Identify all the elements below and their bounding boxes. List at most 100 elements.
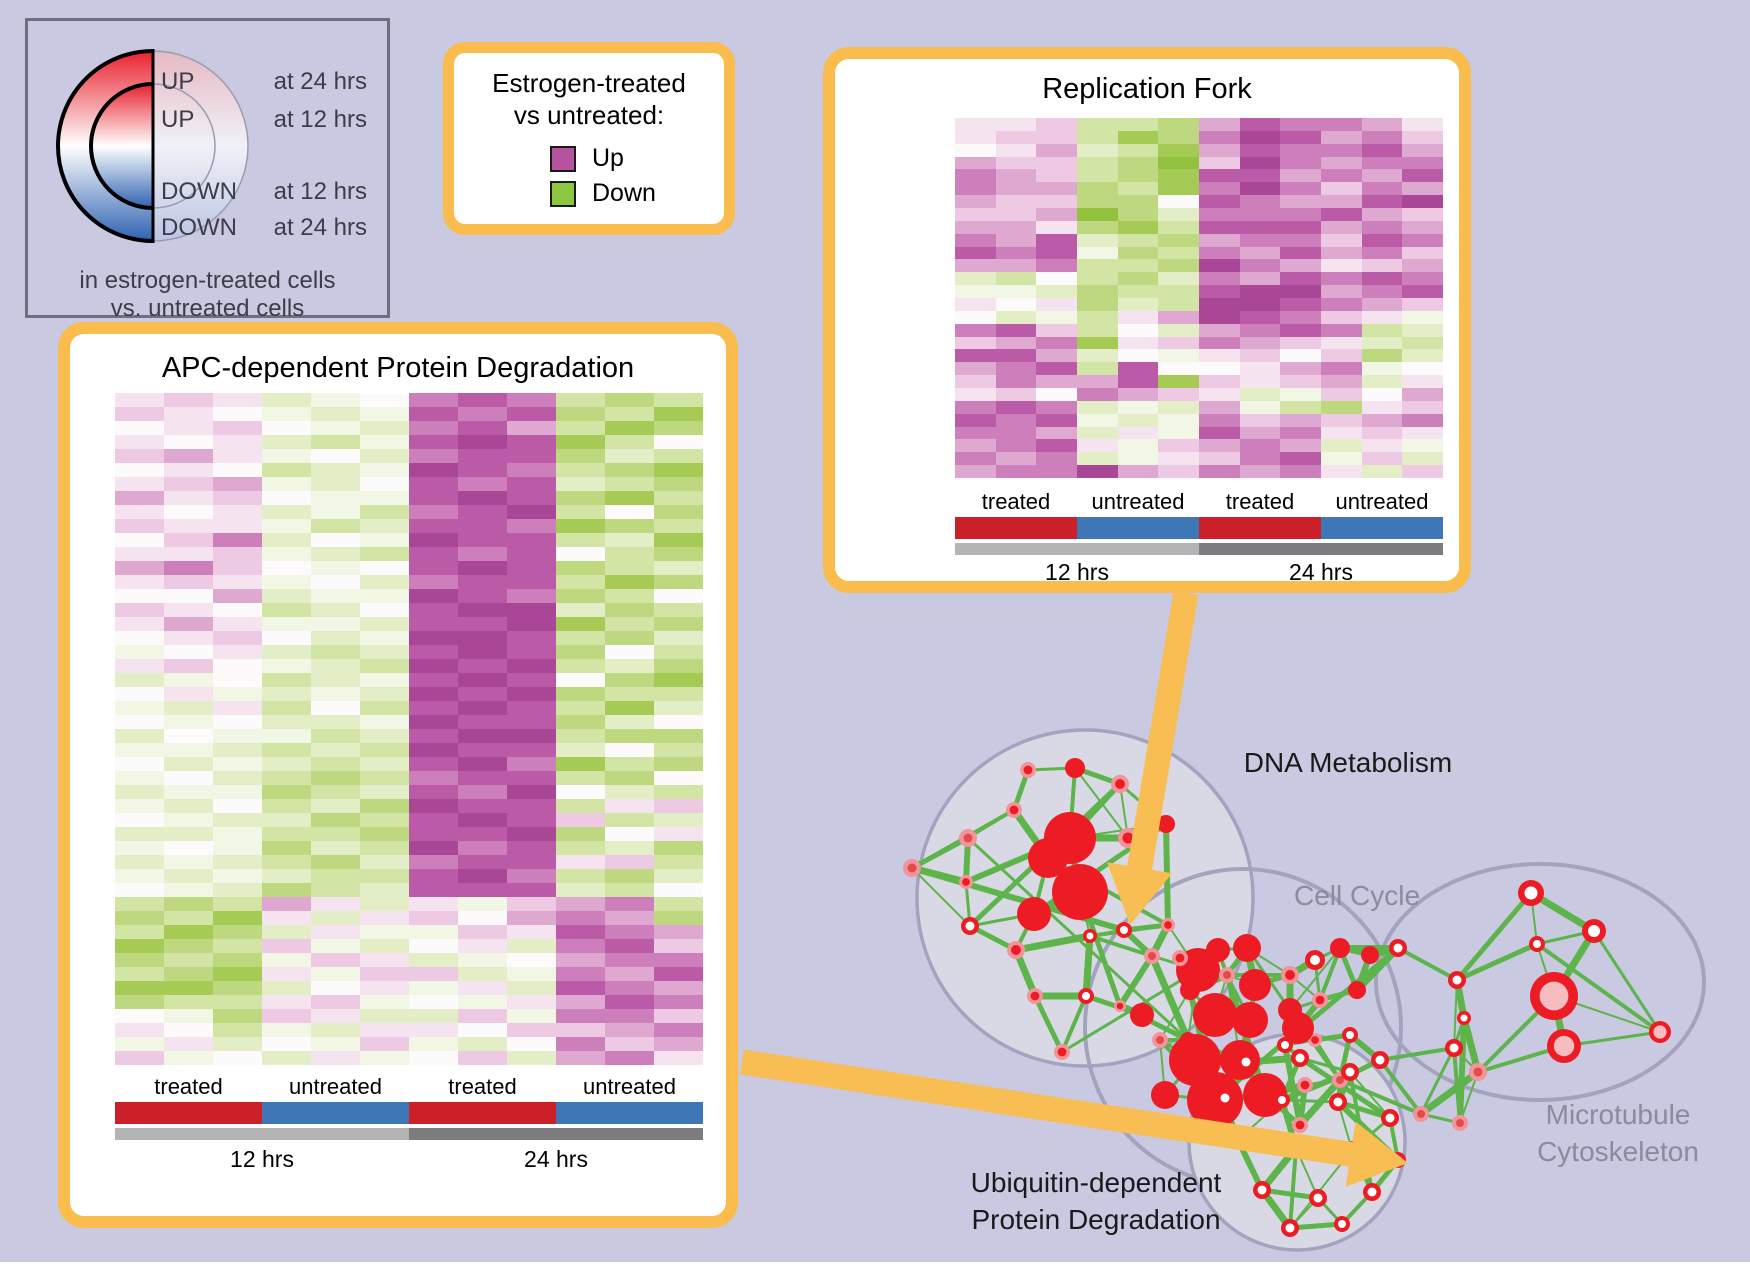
heatmap-cell [995,465,1037,478]
heatmap-cell [1361,349,1403,363]
legend-item-up: Up [550,141,724,176]
heatmap-cell [1036,285,1077,298]
network-node-mt [1524,886,1538,900]
heatmap-cell [115,393,164,407]
heatmap-cell [556,897,605,911]
heatmap-cell [311,1051,360,1065]
heatmap-cell [1321,118,1362,131]
label-12hrs: 12 hrs [230,1146,294,1172]
heatmap-cell [654,687,703,701]
heatmap-cell [409,729,458,743]
heatmap-cell [507,855,556,869]
heatmap-cell [1280,156,1321,170]
heatmap-cell [458,645,507,659]
untreated-bar-segment [262,1102,409,1124]
heatmap-cell [955,426,996,440]
heatmap-cell [1199,362,1240,376]
heatmap-cell [115,687,164,701]
heatmap-cell [115,1037,164,1051]
heatmap-cell [164,449,213,463]
heatmap-cell [1158,375,1199,388]
network-node-cc [1193,993,1237,1037]
network-node-mt [1417,1110,1425,1118]
heatmap-cell [507,925,556,939]
heatmap-cell [955,297,996,311]
heatmap-cell [556,645,605,659]
heatmap-cell [458,701,507,715]
heatmap-cell [115,589,164,603]
network-edge [1337,1099,1391,1121]
heatmap-cell [262,617,311,631]
heatmap-cell [262,533,311,547]
network-edge [1349,1071,1391,1119]
heatmap-cell [507,715,556,729]
heatmap-cell [507,785,556,799]
heatmap-cell [654,953,703,967]
heatmap-cell [605,463,654,477]
heatmap-cell [213,883,262,897]
heatmap-cell [1077,220,1118,234]
heatmap-cell [995,169,1037,183]
legend-row-up-24: UP at 24 hrs [161,69,367,95]
heatmap-cell [213,911,262,925]
heatmap-cell [1199,297,1240,311]
heatmap-cell [1280,439,1321,453]
network-node-cc [1336,1076,1344,1084]
heatmap-cell [1199,220,1240,234]
heatmap-cell [458,1023,507,1037]
heatmap-cell [360,631,409,645]
heatmap-cell [115,953,164,967]
heatmap-cell [458,925,507,939]
cluster-label: Cell Cycle [1294,880,1420,911]
heatmap-cell [164,855,213,869]
network-node-ub [1313,1193,1323,1203]
heatmap-cell [995,375,1037,388]
heatmap-cell [1199,246,1240,260]
heatmap-cell [1117,465,1159,478]
heatmap-cell [115,855,164,869]
heatmap-cell [1077,297,1118,311]
heatmap-cell [409,407,458,421]
heatmap-cell [164,925,213,939]
heatmap-cell [311,995,360,1009]
network-edge [1457,1017,1467,1124]
bar-24hrs [1199,543,1443,555]
heatmap-cell [1361,452,1403,466]
heatmap-cell [262,911,311,925]
heatmap-cell [458,953,507,967]
heatmap-cell [1036,323,1077,337]
heatmap-cell [654,785,703,799]
heatmap-cell [262,1051,311,1065]
heatmap-cell [311,953,360,967]
heatmap-cell [115,631,164,645]
heatmap-cell [1402,465,1443,478]
heatmap-cell [605,939,654,953]
heatmap-cell [311,827,360,841]
heatmap-cell [1199,285,1240,298]
heatmap-cell [409,393,458,407]
heatmap-cell [1158,465,1199,478]
heatmap-cell [556,407,605,421]
heatmap-cell [1036,195,1077,208]
heatmap-cell [654,897,703,911]
heatmap-cell [164,729,213,743]
heatmap-cell [213,505,262,519]
heatmap-cell [556,477,605,491]
heatmap-cell [1036,336,1077,350]
heatmap-cell [1239,118,1281,131]
network-node-dna [965,921,975,931]
heatmap-cell [164,771,213,785]
network-edge [1032,994,1065,1054]
heatmap-cell [955,130,996,144]
heatmap-cell [605,407,654,421]
heatmap-cell [1361,246,1403,260]
heatmap-cell [955,452,996,466]
panel-apc-title: APC-dependent Protein Degradation [161,352,635,384]
heatmap-cell [1321,195,1362,208]
heatmap-cell [360,883,409,897]
heatmap-cell [1036,233,1077,247]
heatmap-cell [605,743,654,757]
heatmap-cell [360,589,409,603]
heatmap-cell [360,925,409,939]
heatmap-cell [507,729,556,743]
